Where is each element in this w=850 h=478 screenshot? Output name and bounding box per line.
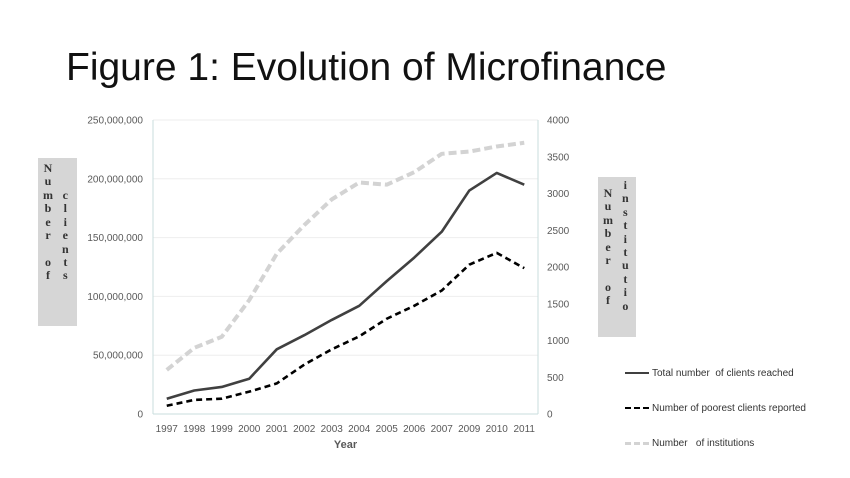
y2-tick-label: 3000 <box>547 189 570 200</box>
axis-label-letter: e <box>62 228 68 243</box>
axis-label-letter: N <box>603 186 613 200</box>
figure-title: Figure 1: Evolution of Microfinance <box>66 46 667 89</box>
legend-label: Number of institutions <box>652 437 755 449</box>
y2-tick-label: 500 <box>547 373 564 384</box>
axis-label-letter: e <box>605 239 611 254</box>
legend-swatch <box>625 441 649 445</box>
axis-label-letter: m <box>603 212 613 227</box>
y-tick-label: 100,000,000 <box>87 292 143 303</box>
y2-tick-label: 2500 <box>547 226 570 237</box>
legend-label: Number of poorest clients reported <box>652 402 806 414</box>
axis-label-letter: i <box>623 178 628 192</box>
axis-label-letter: u <box>44 174 52 189</box>
y2-tick-label: 4000 <box>547 116 570 127</box>
axis-label-letter: i <box>623 231 628 246</box>
axis-label-letter: n <box>622 191 629 206</box>
x-tick-label: 2009 <box>458 424 481 435</box>
y-tick-label: 200,000,000 <box>87 174 143 185</box>
legend-swatch <box>625 407 649 409</box>
x-tick-label: 1999 <box>211 424 234 435</box>
axis-label-letter: o <box>622 298 629 313</box>
axis-label-letter: n <box>62 241 69 256</box>
x-tick-label: 2001 <box>266 424 289 435</box>
axis-label-letter: s <box>63 268 68 283</box>
legend-label: Total number of clients reached <box>652 367 794 379</box>
y2-tick-label: 1500 <box>547 299 570 310</box>
x-tick-label: 1998 <box>183 424 206 435</box>
axis-label-letter: t <box>623 271 628 286</box>
y-tick-label: 150,000,000 <box>87 233 143 244</box>
axis-label-letter: r <box>45 227 51 242</box>
axis-label-letter: f <box>46 268 50 283</box>
axis-label-letter: i <box>63 214 68 229</box>
x-tick-label: 2010 <box>486 424 509 435</box>
y2-tick-label: 2000 <box>547 263 570 274</box>
x-axis-title: Year <box>334 439 358 451</box>
x-tick-label: 1997 <box>156 424 179 435</box>
axis-label-letter: o <box>45 254 51 269</box>
axis-label-letter: b <box>44 201 52 216</box>
y-tick-label: 0 <box>137 410 143 421</box>
axis-label-letter: o <box>605 279 611 294</box>
axis-label-letter: t <box>63 254 68 269</box>
axis-label-letter: u <box>622 258 629 273</box>
axis-label-letter: b <box>604 226 612 241</box>
series-line-2 <box>165 140 525 372</box>
legend-swatch <box>625 372 649 374</box>
y2-tick-label: 0 <box>547 410 553 421</box>
y2-tick-label: 1000 <box>547 336 570 347</box>
axis-label-letter: m <box>43 187 53 202</box>
x-tick-label: 2007 <box>431 424 454 435</box>
x-tick-label: 2006 <box>403 424 426 435</box>
legend-item: Number of poorest clients reported <box>625 401 806 415</box>
axis-label-letter: i <box>623 285 628 300</box>
axis-label-letter: u <box>604 199 612 214</box>
axis-label-letter: e <box>45 214 51 229</box>
axis-label-letter: t <box>623 244 628 259</box>
y-tick-label: 250,000,000 <box>87 116 143 127</box>
axis-label-letter: r <box>605 252 611 267</box>
series-line-0 <box>166 171 525 400</box>
x-tick-label: 2000 <box>238 424 261 435</box>
x-tick-label: 2003 <box>321 424 344 435</box>
axis-label-letter: f <box>606 293 610 308</box>
x-tick-label: 2011 <box>513 424 535 435</box>
axis-label-letter: s <box>623 204 628 219</box>
x-tick-label: 2005 <box>376 424 399 435</box>
axis-label-letter: t <box>623 218 628 233</box>
axis-label-letter: c <box>62 188 68 202</box>
y-tick-label: 50,000,000 <box>93 351 143 362</box>
legend-item: Number of institutions <box>625 436 754 450</box>
x-tick-label: 2004 <box>348 424 371 435</box>
x-tick-label: 2002 <box>293 424 316 435</box>
axis-label-letter: l <box>63 201 68 216</box>
legend-item: Total number of clients reached <box>625 366 794 380</box>
y2-tick-label: 3500 <box>547 152 570 163</box>
series-line-1 <box>166 251 525 408</box>
axis-label-letter: N <box>43 161 53 175</box>
